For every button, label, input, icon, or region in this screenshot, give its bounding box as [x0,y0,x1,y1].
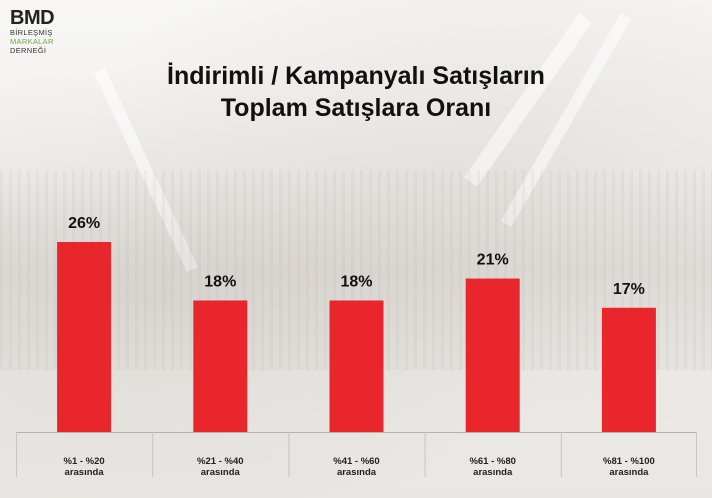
chart-title-line-1: İndirimli / Kampanyalı Satışların [167,62,545,90]
logo-line-1: BİRLEŞMİŞ [10,28,53,37]
bar [329,300,384,432]
bar [601,307,656,432]
x-tick-label: %1 - %20 [64,456,105,467]
bar [465,278,520,432]
x-tick-label: arasında [337,467,377,478]
x-tick-label: arasında [609,467,649,478]
bar-value-label: 21% [477,252,509,269]
logo-line-2: MARKALAR [10,37,54,46]
bar [57,242,112,432]
x-tick-label: %81 - %100 [603,456,655,467]
chart-title-line-2: Toplam Satışlara Oranı [220,94,492,122]
bar-value-label: 17% [613,281,645,298]
x-tick-label: arasında [65,467,105,478]
x-tick-label: arasında [473,467,513,478]
bmd-logo: BMD BİRLEŞMİŞ MARKALAR DERNEĞİ [10,7,55,55]
x-tick-label: %41 - %60 [333,456,379,467]
x-tick-label: %61 - %80 [469,456,515,467]
bar-value-label: 18% [204,273,236,290]
bar [193,300,248,432]
chart-title: İndirimli / Kampanyalı Satışların Toplam… [0,60,712,124]
logo-text: BMD [10,7,55,29]
bar-value-label: 18% [340,273,372,290]
logo-line-3: DERNEĞİ [10,46,47,55]
x-tick-label: %21 - %40 [197,456,243,467]
bar-value-label: 26% [68,215,100,232]
x-tick-label: arasında [201,467,241,478]
